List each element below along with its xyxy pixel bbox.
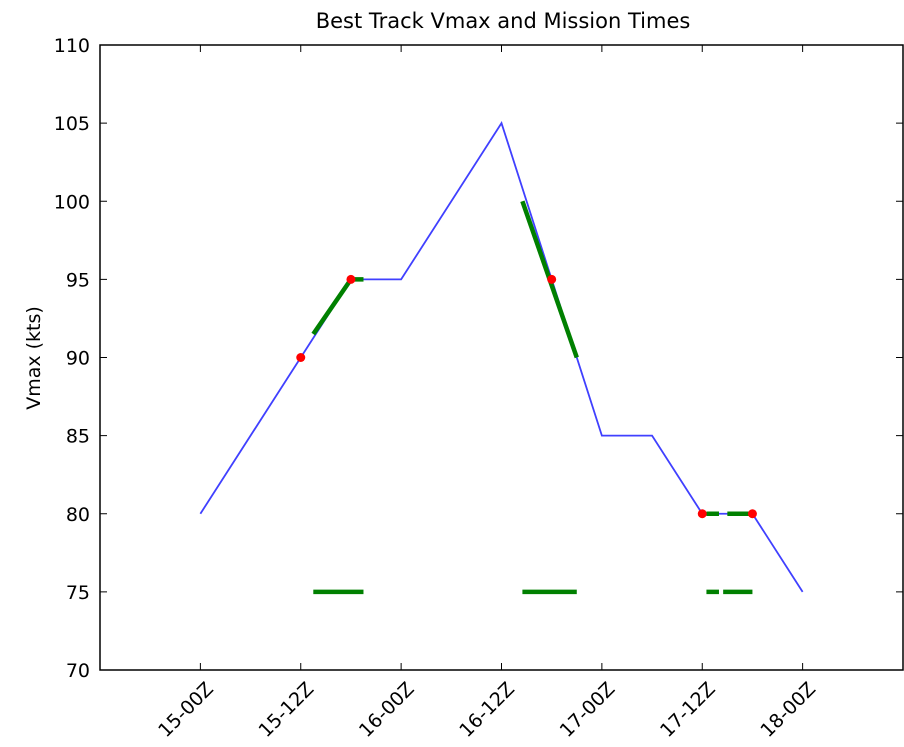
point <box>697 509 707 519</box>
point <box>346 274 356 284</box>
y-axis-label: Vmax (kts) <box>23 306 45 410</box>
point <box>296 353 306 362</box>
y-tick-label: 75 <box>66 582 90 604</box>
track-line <box>199 121 804 593</box>
x-tick-label: 17-12Z <box>656 678 720 742</box>
y-tick-label: 95 <box>66 269 90 291</box>
x-tick-label: 15-00Z <box>154 678 218 742</box>
x-tick-label: 16-00Z <box>355 678 419 742</box>
point <box>547 274 557 284</box>
plot-frame <box>99 44 904 671</box>
y-tick-label: 100 <box>54 191 90 213</box>
mission-segment <box>311 277 364 336</box>
y-tick-label: 80 <box>66 504 90 526</box>
y-tick-label: 110 <box>54 35 90 57</box>
x-tick-label: 15-12Z <box>254 678 318 742</box>
chart-title: Best Track Vmax and Mission Times <box>316 9 691 33</box>
point <box>747 509 757 519</box>
x-tick-label: 17-00Z <box>556 678 620 742</box>
y-tick-label: 70 <box>66 660 90 682</box>
y-tick-label: 85 <box>66 426 90 448</box>
x-tick-label: 16-12Z <box>455 678 519 742</box>
y-tick-label: 105 <box>54 113 90 135</box>
y-tick-label: 90 <box>66 348 90 370</box>
x-tick-label: 18-00Z <box>756 678 820 742</box>
